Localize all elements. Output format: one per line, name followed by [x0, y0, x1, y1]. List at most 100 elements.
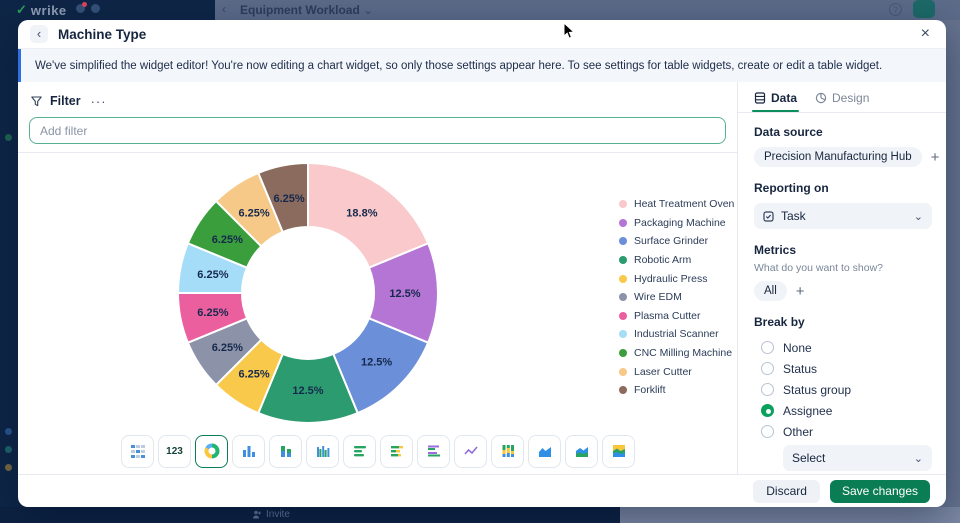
wrike-logo: ✓ wrike [16, 2, 67, 18]
area-chart-type-button[interactable] [528, 434, 561, 468]
break-by-option-other[interactable]: Other [754, 421, 932, 442]
break-by-options: None Status Status group Assignee Other [754, 337, 932, 442]
chevron-down-icon: ⌄ [913, 210, 923, 223]
add-metric-icon[interactable]: + [795, 282, 805, 300]
legend-item[interactable]: Surface Grinder [619, 232, 734, 251]
legend-item[interactable]: Laser Cutter [619, 362, 734, 381]
legend-label: Heat Treatment Oven [634, 198, 735, 211]
slice-percent-label: 12.5% [389, 288, 420, 300]
task-icon [763, 210, 774, 222]
bar-icon [353, 446, 366, 457]
donut-slice[interactable] [256, 161, 309, 234]
donut-chart[interactable]: 18.8% 12.5% 12.5% 12.5% 6.25% 6.25% 6.25% 6.25%… [172, 157, 444, 429]
more-options-icon[interactable]: ··· [90, 93, 107, 109]
radio-icon[interactable] [761, 425, 774, 438]
panel-content: Data source Precision Manufacturing Hub … [738, 113, 946, 474]
close-icon[interactable]: × [917, 25, 934, 43]
data-source-chip[interactable]: Precision Manufacturing Hub [754, 147, 922, 167]
notifications-icon [76, 2, 87, 13]
modal-header: ‹ Machine Type × [18, 20, 946, 49]
radio-icon[interactable] [761, 404, 774, 417]
number-chart-type-button[interactable]: 123 [158, 434, 191, 468]
grouped-bar-icon [427, 445, 440, 457]
grouped-column-chart-type-button[interactable] [306, 434, 339, 468]
chart-type-selector: 123 [18, 428, 737, 474]
stacked-bar-icon [390, 446, 403, 457]
legend-item[interactable]: Forklift [619, 381, 734, 400]
user-avatar [913, 0, 935, 18]
table-chart-type-button[interactable] [121, 434, 154, 468]
reporting-on-select[interactable]: Task ⌄ [754, 203, 932, 229]
back-button[interactable]: ‹ [30, 25, 48, 43]
stacked-area-chart-type-button[interactable] [565, 434, 598, 468]
add-data-source-icon[interactable]: + [930, 148, 940, 166]
donut-slice[interactable] [307, 161, 430, 270]
break-by-option-status-group[interactable]: Status group [754, 379, 932, 400]
info-banner: We've simplified the widget editor! You'… [18, 49, 946, 82]
legend-item[interactable]: Packaging Machine [619, 214, 734, 233]
add-filter-input[interactable] [29, 117, 726, 144]
modal-body: Filter ··· 18.8% 12.5% 12.5% 12.5% 6.25% 6.25… [18, 82, 946, 474]
donut-chart-type-button[interactable] [195, 434, 228, 468]
radio-icon[interactable] [761, 341, 774, 354]
save-changes-button[interactable]: Save changes [829, 479, 930, 503]
legend-item[interactable]: CNC Milling Machine [619, 344, 734, 363]
legend-item[interactable]: Hydraulic Press [619, 269, 734, 288]
metrics-chip[interactable]: All [754, 281, 787, 301]
data-source-label: Data source [754, 125, 823, 139]
info-banner-text: We've simplified the widget editor! You'… [35, 59, 883, 72]
column-chart-type-button[interactable] [232, 434, 265, 468]
legend-label: Wire EDM [634, 291, 682, 304]
stacked-area-100-chart-type-button[interactable] [602, 434, 635, 468]
number-icon: 123 [166, 445, 183, 457]
radio-icon[interactable] [761, 362, 774, 375]
grouped-column-icon [316, 446, 329, 457]
title-caret-icon: ⌄ [363, 3, 374, 17]
legend-item[interactable]: Heat Treatment Oven [619, 195, 734, 214]
stacked-column-icon [280, 446, 291, 457]
break-by-option-status[interactable]: Status [754, 358, 932, 379]
legend-color-dot [619, 237, 627, 246]
tab-data[interactable]: Data [751, 91, 800, 112]
legend-label: Forklift [634, 384, 666, 397]
help-icon: ? [889, 3, 902, 16]
break-by-other-select[interactable]: Select ⌄ [783, 445, 932, 471]
radio-label: Status [783, 361, 818, 376]
legend-item[interactable]: Wire EDM [619, 288, 734, 307]
radio-label: Assignee [783, 403, 833, 418]
stacked-column-chart-type-button[interactable] [269, 434, 302, 468]
break-by-option-none[interactable]: None [754, 337, 932, 358]
stacked-column-100-chart-type-button[interactable] [491, 434, 524, 468]
legend-color-dot [619, 386, 627, 395]
break-by-option-assignee[interactable]: Assignee [754, 400, 932, 421]
funnel-icon [31, 95, 42, 106]
filter-label: Filter [50, 94, 81, 108]
legend-color-dot [619, 367, 627, 376]
donut-icon [204, 443, 219, 459]
chart-legend: Heat Treatment Oven Packaging Machine Surf… [619, 195, 734, 400]
legend-color-dot [619, 293, 627, 302]
app-bottombar-background [0, 507, 620, 523]
slice-percent-label: 6.25% [197, 269, 228, 281]
radio-label: Status group [783, 382, 852, 397]
legend-item[interactable]: Robotic Arm [619, 251, 734, 270]
sidebar-dot-icon [5, 428, 12, 435]
chevron-down-icon: ⌄ [913, 452, 923, 465]
bar-chart-type-button[interactable] [343, 434, 376, 468]
grouped-bar-chart-type-button[interactable] [417, 434, 450, 468]
modal-footer: Discard Save changes [18, 474, 946, 507]
legend-color-dot [619, 256, 627, 265]
tab-design[interactable]: Design [815, 91, 869, 112]
legend-item[interactable]: Industrial Scanner [619, 325, 734, 344]
metrics-hint: What do you want to show? [754, 262, 883, 274]
legend-label: CNC Milling Machine [634, 347, 733, 360]
legend-label: Industrial Scanner [634, 328, 719, 341]
radio-icon[interactable] [761, 383, 774, 396]
discard-button[interactable]: Discard [753, 479, 820, 503]
slice-percent-label: 6.25% [238, 369, 269, 381]
legend-item[interactable]: Plasma Cutter [619, 307, 734, 326]
stacked-bar-chart-type-button[interactable] [380, 434, 413, 468]
line-chart-type-button[interactable] [454, 434, 487, 468]
legend-label: Surface Grinder [634, 235, 709, 248]
line-icon [463, 446, 478, 455]
